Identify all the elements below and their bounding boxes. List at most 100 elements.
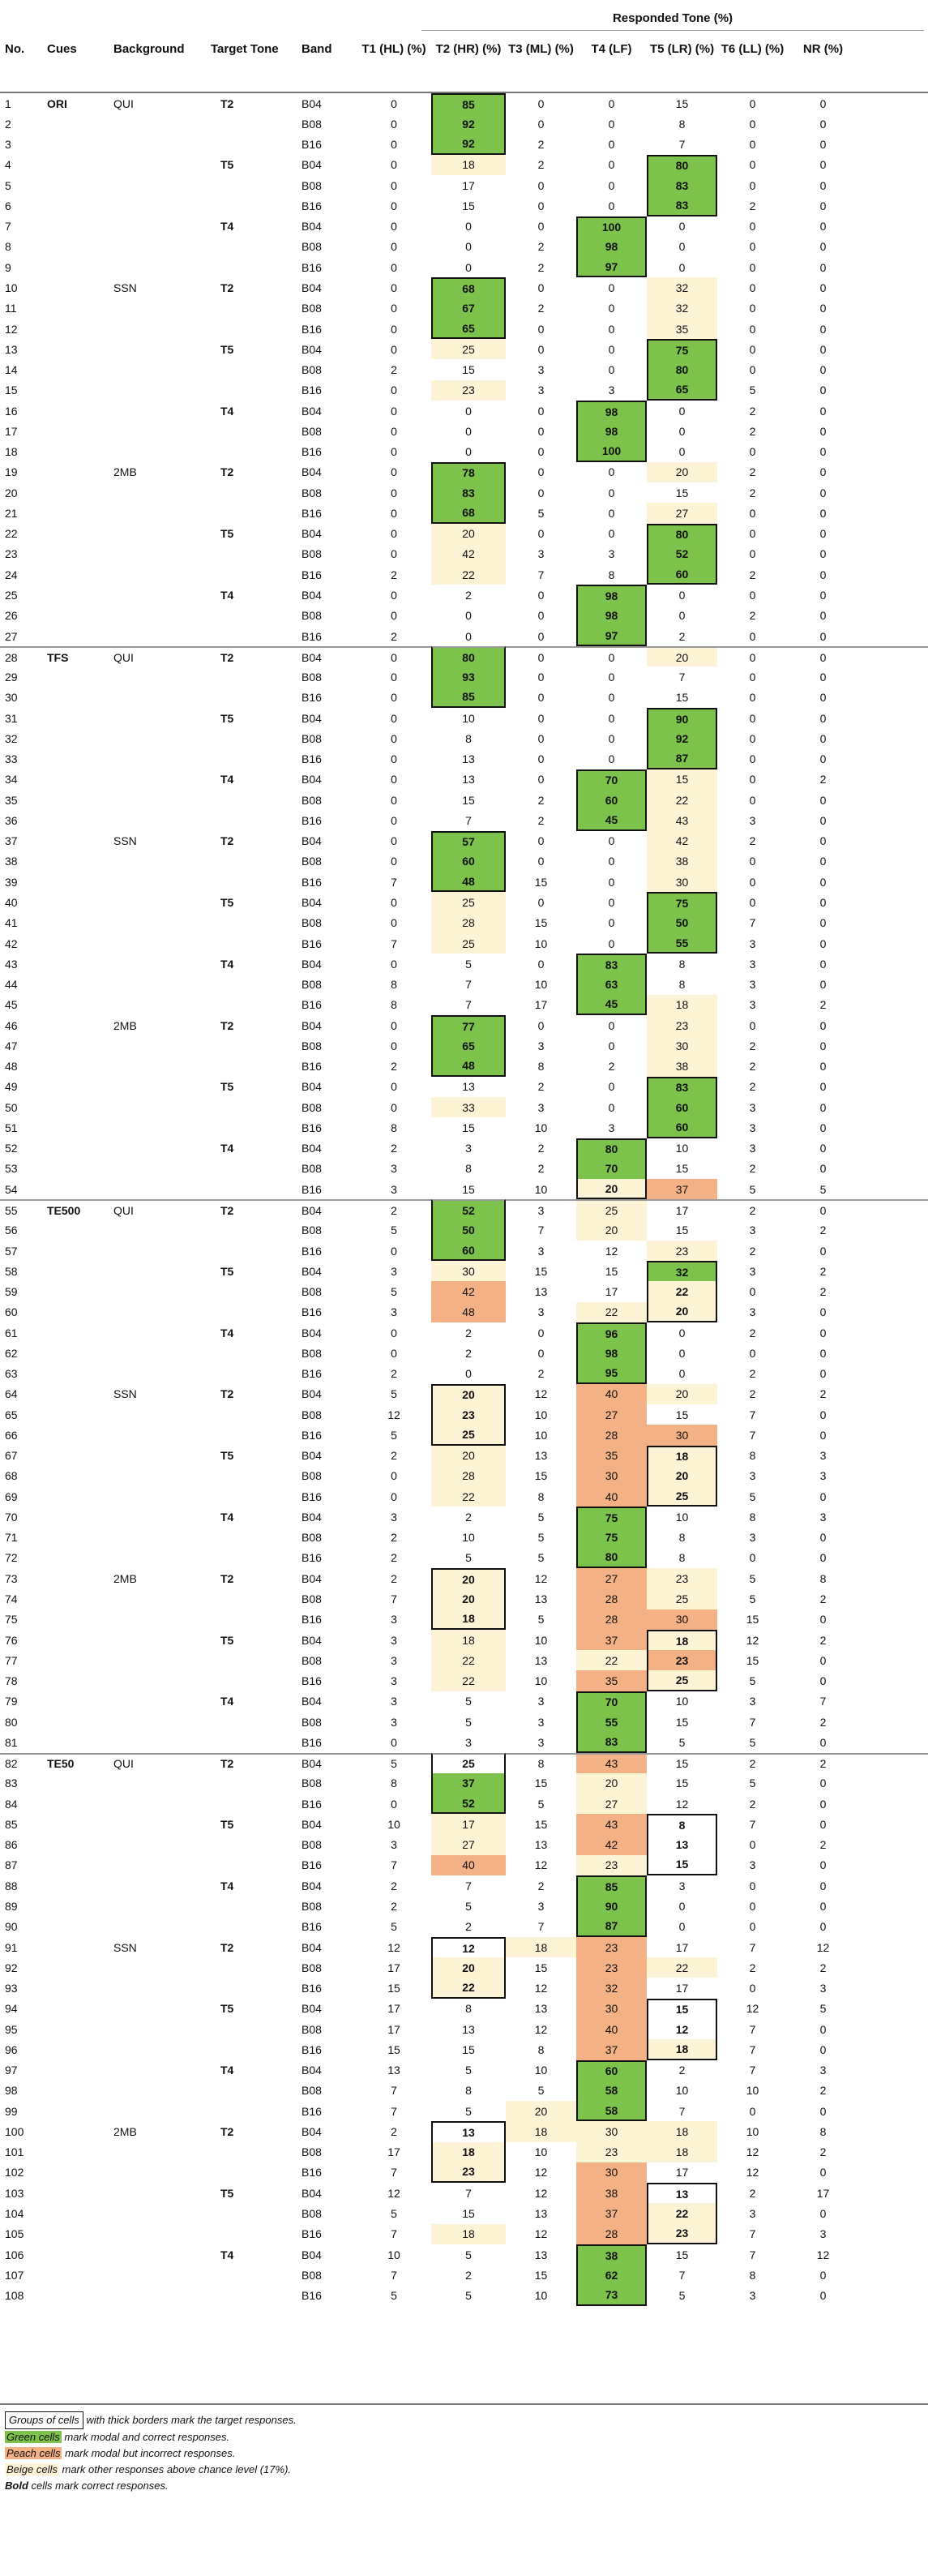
cell-t3-ml: 0 — [537, 1326, 545, 1339]
cell-t2-hr: 52 — [431, 1199, 506, 1220]
table-row: 102 B16 7 23 12 30 17 12 0 — [0, 2162, 928, 2184]
cell-t5-lr: 80 — [647, 154, 717, 176]
band-cell: B08 — [301, 1592, 322, 1606]
cell-t2-hr: 25 — [431, 932, 506, 954]
table-header: Responded Tone (%) No. Cues Background T… — [0, 0, 928, 93]
cell-t1-hl: 0 — [391, 465, 397, 479]
cell-t5-lr: 37 — [647, 1179, 717, 1200]
col-header-t3: T3 (ML) (%) — [508, 42, 574, 56]
cell-t4-lf: 0 — [576, 646, 647, 667]
cell-t3-ml: 3 — [537, 1305, 545, 1319]
cue-cell — [47, 810, 113, 830]
target-tone-cell: T5 — [220, 1080, 234, 1094]
cell-t4-lf: 98 — [576, 236, 647, 258]
cell-nr: 0 — [819, 1408, 827, 1421]
cell-t2-hr: 20 — [431, 1383, 506, 1404]
cue-cell — [47, 216, 113, 237]
band-cell: B08 — [301, 1531, 322, 1545]
col-header-nr: NR (%) — [802, 42, 844, 56]
background-cell — [113, 195, 211, 216]
cell-t5-lr: 50 — [647, 912, 717, 933]
band-cell: B04 — [301, 1510, 322, 1524]
row-spacer — [858, 1446, 928, 1466]
band-cell: B16 — [301, 1982, 322, 1995]
background-cell — [113, 1917, 211, 1937]
cue-cell — [47, 1302, 113, 1322]
cell-t6-ll: 0 — [749, 711, 756, 725]
cell-nr: 0 — [819, 424, 827, 438]
band-cell: B16 — [301, 199, 322, 212]
cell-t1-hl: 0 — [391, 506, 397, 520]
cell-t5-lr: 15 — [647, 1854, 717, 1876]
cell-t6-ll: 3 — [749, 1469, 756, 1483]
cell-t1-hl: 0 — [391, 1346, 397, 1360]
row-number: 39 — [5, 875, 18, 889]
cell-nr: 0 — [819, 302, 827, 315]
cell-nr: 0 — [819, 363, 827, 377]
cell-t6-ll: 5 — [749, 1571, 756, 1585]
cell-t6-ll: 5 — [749, 1592, 756, 1606]
target-tone-cell — [211, 237, 301, 257]
cue-cell — [47, 667, 113, 687]
row-number: 43 — [5, 957, 18, 971]
cue-cell — [47, 831, 113, 851]
target-tone-cell — [211, 1773, 301, 1794]
band-cell: B16 — [301, 813, 322, 827]
background-cell — [113, 708, 211, 728]
cue-cell — [47, 2039, 113, 2060]
row-spacer — [858, 2224, 928, 2244]
band-cell: B08 — [301, 793, 322, 807]
row-number: 44 — [5, 978, 18, 992]
band-cell: B04 — [301, 1879, 322, 1892]
table-row: 3 B16 0 92 2 0 7 0 0 — [0, 134, 928, 155]
background-cell: 2MB — [113, 2124, 137, 2138]
background-cell — [113, 1343, 211, 1363]
row-number: 45 — [5, 998, 18, 1012]
cell-t4-lf: 70 — [576, 1691, 647, 1712]
cell-t1-hl: 0 — [391, 322, 397, 336]
row-number: 80 — [5, 1715, 18, 1729]
table-row: 14 B08 2 15 3 0 80 0 0 — [0, 359, 928, 380]
background-cell — [113, 749, 211, 769]
cell-t3-ml: 18 — [506, 1936, 576, 1958]
cell-t4-lf: 63 — [576, 974, 647, 995]
cell-t6-ll: 0 — [749, 875, 756, 889]
cell-t1-hl: 0 — [391, 691, 397, 705]
cell-t1-hl: 7 — [391, 2227, 397, 2241]
target-tone-cell: T5 — [220, 527, 234, 541]
cell-t3-ml: 0 — [537, 404, 545, 418]
cell-t5-lr: 83 — [647, 1076, 717, 1098]
cell-nr: 2 — [819, 1592, 827, 1606]
cell-t2-hr: 7 — [465, 813, 472, 827]
cell-t4-lf: 28 — [576, 1609, 647, 1630]
background-cell — [113, 892, 211, 912]
table-row: 23 B08 0 42 3 3 52 0 0 — [0, 543, 928, 565]
background-cell — [113, 1773, 211, 1794]
cell-t2-hr: 50 — [431, 1219, 506, 1241]
band-cell: B04 — [301, 2186, 322, 2200]
row-spacer — [858, 421, 928, 441]
row-spacer — [858, 1937, 928, 1957]
cell-t3-ml: 5 — [537, 2084, 545, 2098]
row-number: 13 — [5, 342, 18, 356]
cue-cell — [47, 298, 113, 319]
band-cell: B08 — [301, 1653, 322, 1667]
row-number: 106 — [5, 2248, 24, 2261]
cell-nr: 0 — [819, 199, 827, 212]
cell-t4-lf: 0 — [608, 855, 615, 868]
band-cell: B08 — [301, 1900, 322, 1913]
cell-nr: 0 — [819, 2289, 827, 2303]
cue-cell — [47, 1855, 113, 1875]
row-number: 7 — [5, 220, 11, 234]
row-spacer — [858, 1670, 928, 1691]
band-cell: B16 — [301, 2166, 322, 2180]
cell-t4-lf: 73 — [576, 2285, 647, 2306]
row-number: 53 — [5, 1162, 18, 1176]
band-cell: B16 — [301, 322, 322, 336]
target-tone-cell — [211, 1957, 301, 1978]
cell-nr: 0 — [819, 547, 827, 561]
cell-t3-ml: 0 — [537, 752, 545, 766]
row-spacer — [858, 237, 928, 257]
target-tone-cell — [211, 195, 301, 216]
background-cell — [113, 1077, 211, 1097]
